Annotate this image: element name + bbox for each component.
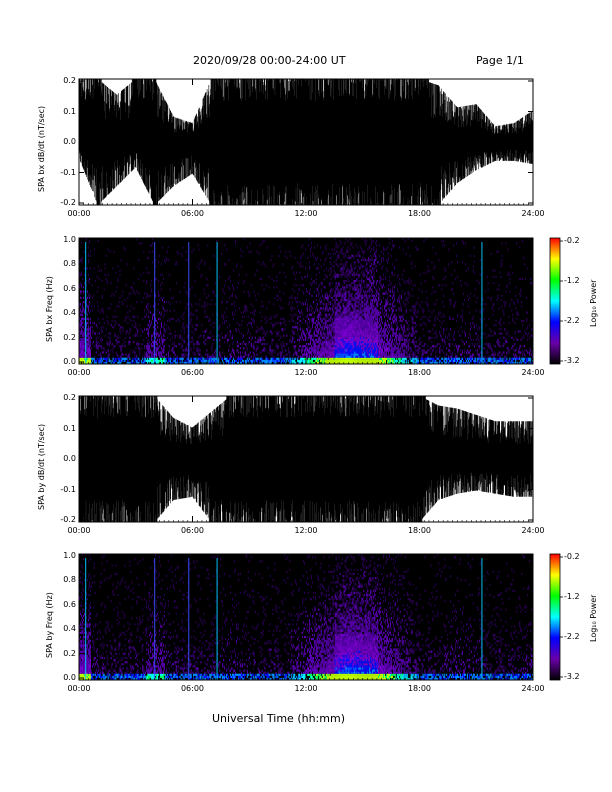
panel1-ylabel: SPA bx dB/dt (nT/sec) xyxy=(37,105,46,192)
x-tick-label: 00:00 xyxy=(67,368,91,377)
x-tick-label: 12:00 xyxy=(294,368,318,377)
x-tick-label: 06:00 xyxy=(180,684,205,693)
colorbar2 xyxy=(549,553,561,681)
x-tick-label: 24:00 xyxy=(521,526,545,535)
y-tick-label: 0.4 xyxy=(63,624,76,634)
colorbar2-label: Log₁₀ Power xyxy=(589,594,598,642)
y-tick-label: 0.0 xyxy=(63,454,76,463)
y-tick-label: 0.6 xyxy=(63,599,76,609)
colorbar-tick-label: -1.2 xyxy=(564,276,580,285)
x-tick-label: 00:00 xyxy=(67,209,91,218)
x-tick-label: 06:00 xyxy=(180,526,205,535)
colorbar-tick-label: -2.2 xyxy=(564,632,580,641)
y-tick-label: 1.0 xyxy=(63,235,76,244)
x-tick-label: 12:00 xyxy=(294,209,318,218)
panel2-ylabel: SPA bx Freq (Hz) xyxy=(45,276,54,342)
page-number: Page 1/1 xyxy=(476,54,524,67)
colorbar-tick-label: -3.2 xyxy=(564,672,580,681)
y-tick-label: 0.0 xyxy=(63,673,76,682)
y-tick-label: 0.2 xyxy=(63,76,76,85)
y-tick-label: 0.1 xyxy=(63,423,76,433)
panel4-spectrogram xyxy=(79,554,534,681)
x-tick-label: 18:00 xyxy=(407,209,432,218)
x-tick-label: 12:00 xyxy=(294,684,318,693)
x-tick-label: 24:00 xyxy=(521,368,545,377)
colorbar1 xyxy=(549,237,561,365)
y-tick-label: -0.2 xyxy=(60,515,76,524)
x-tick-label: 18:00 xyxy=(407,684,432,693)
y-tick-label: 0.8 xyxy=(63,575,76,585)
panel2-spectrogram xyxy=(79,238,534,365)
y-tick-label: 0.4 xyxy=(63,308,76,318)
panel4-ylabel: SPA by Freq (Hz) xyxy=(45,592,54,658)
y-tick-label: -0.2 xyxy=(60,198,76,207)
x-tick-label: 18:00 xyxy=(407,526,432,535)
y-tick-label: 0.8 xyxy=(63,259,76,269)
colorbar1-label: Log₁₀ Power xyxy=(589,279,598,327)
y-tick-label: 0.6 xyxy=(63,283,76,293)
x-tick-label: 18:00 xyxy=(407,368,432,377)
y-tick-label: 1.0 xyxy=(63,551,76,560)
x-tick-label: 06:00 xyxy=(180,368,205,377)
y-tick-label: -0.1 xyxy=(60,167,76,177)
y-tick-label: 0.2 xyxy=(63,332,76,342)
y-tick-label: 0.0 xyxy=(63,137,76,146)
colorbar-tick-label: -0.2 xyxy=(564,552,580,561)
x-tick-label: 24:00 xyxy=(521,209,545,218)
x-tick-label: 12:00 xyxy=(294,526,318,535)
y-tick-label: 0.1 xyxy=(63,106,76,116)
x-tick-label: 06:00 xyxy=(180,209,205,218)
x-tick-label: 24:00 xyxy=(521,684,545,693)
y-tick-label: 0.0 xyxy=(63,357,76,366)
x-tick-label: 00:00 xyxy=(67,684,91,693)
colorbar-tick-label: -3.2 xyxy=(564,356,580,365)
panel3-ylabel: SPA by dB/dt (nT/sec) xyxy=(37,423,46,510)
colorbar-tick-label: -2.2 xyxy=(564,316,580,325)
y-tick-label: 0.2 xyxy=(63,393,76,402)
y-tick-label: 0.2 xyxy=(63,648,76,658)
plot-date-range: 2020/09/28 00:00-24:00 UT xyxy=(193,54,346,67)
x-axis-label: Universal Time (hh:mm) xyxy=(212,712,345,725)
y-tick-label: -0.1 xyxy=(60,484,76,494)
colorbar-tick-label: -1.2 xyxy=(564,592,580,601)
x-tick-label: 00:00 xyxy=(67,526,91,535)
colorbar-tick-label: -0.2 xyxy=(564,236,580,245)
